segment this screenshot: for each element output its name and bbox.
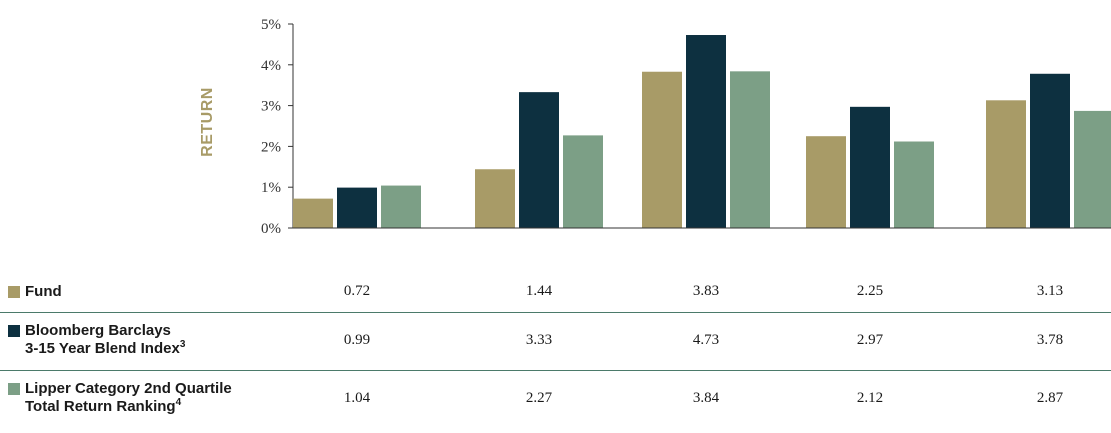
table-cell: 1.04 [343,390,371,406]
y-tick-label: 4% [261,58,281,74]
table-cell: 0.72 [343,283,371,299]
bar-series-1-cat-4 [806,136,846,228]
returns-table: Fund 0.72 1.44 3.83 2.25 3.13 Bloomberg Barcla… [0,274,1111,428]
bar-series-2-cat-2 [519,92,559,228]
series-label-line1: Bloomberg Barclays [25,322,171,339]
bars-group [293,35,1111,229]
table-cell: 3.13 [1036,283,1064,299]
series-label-text: 3-15 Year Blend Index [25,340,180,357]
table-cell: 2.87 [1036,390,1064,406]
row-divider [0,370,1111,371]
table-cell: 3.83 [692,283,720,299]
legend-swatch [8,325,20,337]
legend-swatch [8,383,20,395]
bar-series-2-cat-4 [850,106,890,228]
y-tick-label: 0% [261,221,281,237]
bar-series-2-cat-3 [686,35,726,229]
series-label: Fund [25,283,62,301]
y-tick-label: 1% [261,180,281,196]
bar-series-3-cat-1 [381,185,421,228]
bar-series-3-cat-5 [1074,110,1111,228]
series-label-line2: Total Return Ranking4 [25,398,232,416]
table-row: Fund 0.72 1.44 3.83 2.25 3.13 [0,274,1111,312]
bar-series-2-cat-1 [337,187,377,228]
bar-series-1-cat-1 [293,198,333,228]
table-cell: 2.12 [856,390,884,406]
series-label: Lipper Category 2nd Quartile Total Return… [25,380,232,416]
bar-series-3-cat-3 [730,71,770,228]
x-axis: Qtr.1 Yr.3 Yrs.*5 Yrs.*10 Yrs.* [293,227,1111,229]
table-row: Lipper Category 2nd Quartile Total Return… [0,370,1111,428]
table-cell: 3.84 [692,390,720,406]
footnote-marker: 3 [179,339,186,350]
bar-series-1-cat-5 [986,100,1026,228]
row-divider [0,312,1111,313]
bar-series-3-cat-4 [894,141,934,228]
legend-swatch [8,286,20,298]
y-tick-label: 5% [261,17,281,33]
table-cell: 2.97 [856,332,884,348]
series-label-line2: 3-15 Year Blend Index3 [25,340,185,358]
y-axis: 0% 1% 2% 3% 4% 5% [261,17,294,237]
table-cell: 2.25 [856,283,884,299]
series-label-line1: Fund [25,283,62,300]
bar-series-3-cat-2 [563,135,603,228]
table-cell: 1.44 [525,283,553,299]
table-cell: 3.33 [525,332,553,348]
y-axis-label: RETURN [199,87,216,157]
bar-series-2-cat-5 [1030,73,1070,228]
table-cell: 3.78 [1036,332,1064,348]
bar-series-1-cat-3 [642,71,682,229]
y-tick-label: 2% [261,139,281,155]
series-label-line1: Lipper Category 2nd Quartile [25,380,232,397]
bar-chart: 0% 1% 2% 3% 4% 5% Qtr.1 Yr.3 Yrs.*5 Yrs.*10 Y… [199,17,1111,237]
bar-series-1-cat-2 [475,169,515,228]
series-label: Bloomberg Barclays 3-15 Year Blend Index3 [25,322,185,358]
footnote-marker: 4 [175,397,182,408]
table-cell: 4.73 [692,332,720,348]
table-row: Bloomberg Barclays 3-15 Year Blend Index3… [0,312,1111,370]
series-label-text: Total Return Ranking [25,398,176,415]
y-tick-label: 3% [261,99,281,115]
table-cell: 0.99 [343,332,371,348]
table-cell: 2.27 [525,390,553,406]
